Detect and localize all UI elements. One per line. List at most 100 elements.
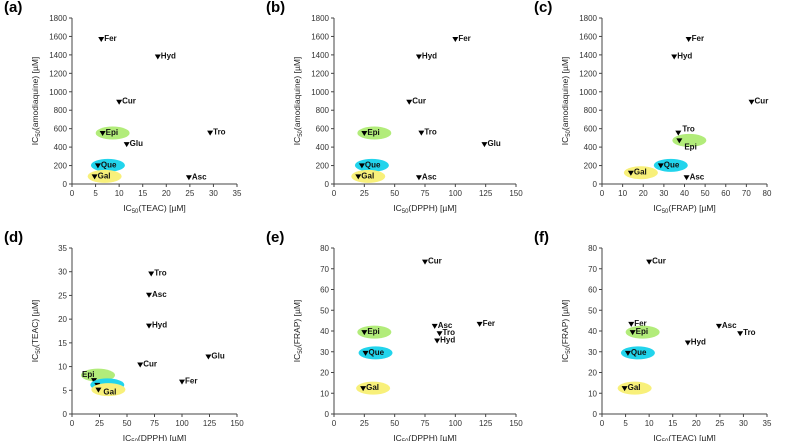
y-tick-label: 200 <box>316 162 330 171</box>
point-label: Tro <box>743 328 756 337</box>
x-axis-label-post: (FRAP) [µM] <box>668 203 715 213</box>
point-marker <box>621 386 628 392</box>
point-label: Cur <box>122 97 136 106</box>
y-tick-label: 0 <box>63 180 68 189</box>
data-point-gal: Gal <box>87 169 122 183</box>
highlight-ellipse <box>95 126 130 140</box>
x-tick-label: 30 <box>739 419 748 428</box>
data-point-fer: Fer <box>98 34 117 43</box>
point-label: Gal <box>361 171 374 180</box>
x-axis-label: IC50(TEAC) [µM] <box>123 203 186 215</box>
data-point-cur: Cur <box>116 97 136 106</box>
data-point-hyd: Hyd <box>415 52 437 61</box>
y-tick-label: 1000 <box>49 88 67 97</box>
point-label: Hyd <box>152 321 167 330</box>
point-marker <box>675 130 682 136</box>
y-axis-label-post: (TEAC) [µM] <box>30 300 40 347</box>
x-tick-label: 10 <box>618 189 627 198</box>
point-label: Epi <box>106 128 118 137</box>
data-point-gal: Gal <box>617 381 652 395</box>
point-marker <box>431 323 438 329</box>
point-marker <box>415 54 422 60</box>
data-point-cur: Cur <box>748 97 768 106</box>
highlight-ellipse <box>620 346 655 360</box>
point-label: Cur <box>143 360 157 369</box>
data-point-tro: Tro <box>436 328 455 337</box>
point-marker <box>146 292 152 298</box>
x-tick-label: 15 <box>138 189 147 198</box>
y-tick-label: 40 <box>588 327 597 336</box>
x-tick-label: 150 <box>509 419 523 428</box>
x-axis-label-post: (DPPH) [µM] <box>408 203 456 213</box>
point-label: Asc <box>192 172 207 181</box>
y-tick-label: 400 <box>54 143 68 152</box>
x-tick-label: 10 <box>115 189 124 198</box>
y-tick-label: 10 <box>588 389 597 398</box>
highlight-ellipse <box>653 158 688 172</box>
x-tick-label: 25 <box>185 189 194 198</box>
x-tick-label: 125 <box>203 419 217 428</box>
y-tick-label: 800 <box>316 106 330 115</box>
data-point-hyd: Hyd <box>684 338 706 347</box>
data-point-cur: Cur <box>646 257 666 266</box>
point-marker <box>418 130 425 136</box>
point-marker <box>362 350 369 356</box>
x-axis-label-sub: 50 <box>132 209 139 215</box>
point-label: Fer <box>692 34 704 43</box>
x-tick-label: 25 <box>360 189 369 198</box>
panel-label: (e) <box>266 229 284 246</box>
x-axis-label-post: (DPPH) [µM] <box>408 433 456 441</box>
y-tick-label: 1400 <box>49 51 67 60</box>
data-point-glu: Glu <box>205 351 225 360</box>
x-tick-label: 35 <box>233 189 242 198</box>
point-label: Que <box>369 348 385 357</box>
y-axis-label-post: (amodiaquine) [µM] <box>560 57 570 130</box>
data-point-hyd: Hyd <box>671 52 692 61</box>
data-point-fer: Fer <box>628 319 647 328</box>
x-tick-label: 5 <box>93 189 98 198</box>
y-tick-label: 800 <box>584 106 598 115</box>
data-point-asc: Asc <box>683 172 705 181</box>
x-axis-label-pre: IC <box>653 433 662 441</box>
y-axis-label-sub: 50 <box>298 129 304 136</box>
x-tick-label: 80 <box>763 189 772 198</box>
data-point-epi: Epi <box>95 126 130 140</box>
y-tick-label: 1200 <box>579 69 597 78</box>
point-label: Gal <box>103 388 116 397</box>
highlight-ellipse <box>356 381 391 395</box>
panel-label: (c) <box>534 0 552 16</box>
data-point-que: Que <box>620 346 655 360</box>
panel-e: (e)025507510012515001020304050607080IC50… <box>266 229 523 441</box>
point-marker <box>627 170 634 176</box>
point-marker <box>628 321 635 327</box>
data-point-hyd: Hyd <box>434 335 455 344</box>
point-label: Epi <box>82 370 94 379</box>
data-point-que: Que <box>354 158 389 172</box>
point-label: Que <box>365 160 381 169</box>
highlight-ellipse <box>91 383 126 397</box>
point-label: Cur <box>652 257 666 266</box>
data-point-asc: Asc <box>146 290 167 299</box>
data-point-tro: Tro <box>418 128 437 137</box>
y-tick-label: 80 <box>588 244 597 253</box>
data-point-tro: Tro <box>675 125 695 136</box>
x-tick-label: 150 <box>230 419 244 428</box>
x-tick-label: 70 <box>742 189 751 198</box>
point-marker <box>154 54 161 60</box>
x-axis-label-post: (TEAC) [µM] <box>138 203 185 213</box>
point-label: Epi <box>367 128 379 137</box>
point-marker <box>481 142 488 148</box>
x-axis-label: IC50(DPPH) [µM] <box>393 433 457 441</box>
y-axis-label-sub: 50 <box>566 346 572 353</box>
data-point-hyd: Hyd <box>154 52 176 61</box>
point-marker <box>629 330 636 336</box>
x-tick-label: 50 <box>390 189 399 198</box>
y-tick-label: 1200 <box>49 69 67 78</box>
point-marker <box>361 131 368 137</box>
x-tick-label: 25 <box>715 419 724 428</box>
x-tick-label: 100 <box>449 189 463 198</box>
point-marker <box>95 387 102 393</box>
point-label: Fer <box>185 377 197 386</box>
point-label: Hyd <box>440 335 455 344</box>
point-label: Gal <box>634 168 647 177</box>
